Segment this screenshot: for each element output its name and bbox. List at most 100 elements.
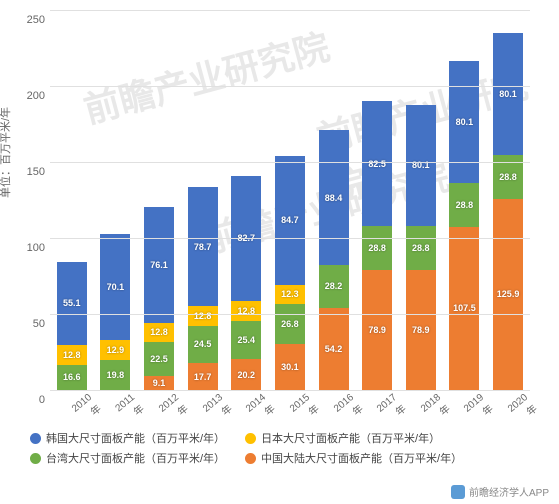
- x-tick: 2019年: [456, 392, 496, 431]
- bar-segment-taiwan: 28.8: [362, 226, 392, 270]
- bar-group: 20.225.412.882.7: [231, 176, 261, 390]
- segment-label: 28.2: [325, 281, 343, 291]
- bar-group: 16.6 12.8 55.1: [57, 262, 87, 390]
- bar-group: 9.1 22.5 12.8 76.1: [144, 207, 174, 390]
- bar-segment-china: 17.7: [188, 363, 218, 390]
- legend-label: 日本大尺寸面板产能（百万平米/年）: [261, 430, 440, 446]
- segment-label: 28.8: [456, 200, 474, 210]
- bar-segment-japan: 12.8: [188, 306, 218, 325]
- y-tick: 0: [39, 394, 45, 406]
- bar-group: 17.7 24.5 12.8 78.7: [188, 187, 218, 390]
- segment-label: 17.7: [194, 372, 212, 382]
- grid-line: [50, 162, 530, 163]
- footer-text: 前瞻经济学人APP: [469, 484, 549, 499]
- segment-label: 12.3: [281, 289, 299, 299]
- x-tick: 2017年: [369, 392, 409, 431]
- legend: 韩国大尺寸面板产能（百万平米/年） 日本大尺寸面板产能（百万平米/年） 台湾大尺寸面…: [30, 430, 530, 466]
- legend-dot-icon: [245, 453, 256, 464]
- segment-label: 12.8: [63, 350, 81, 360]
- grid-line: [50, 10, 530, 11]
- legend-item-taiwan: 台湾大尺寸面板产能（百万平米/年）: [30, 450, 225, 466]
- bar-segment-china: 125.9: [493, 199, 523, 390]
- legend-label: 韩国大尺寸面板产能（百万平米/年）: [46, 430, 225, 446]
- y-tick: 50: [33, 318, 45, 330]
- segment-label: 28.8: [368, 243, 386, 253]
- app-icon: [451, 485, 465, 499]
- bar-segment-korea: 80.1: [406, 105, 436, 227]
- bar-group: 107.5 28.8 80.1: [449, 61, 479, 390]
- legend-item-japan: 日本大尺寸面板产能（百万平米/年）: [245, 430, 440, 446]
- bar-segment-taiwan: 28.2: [319, 265, 349, 308]
- x-axis: 2010年2011年2012年2013年2014年2015年2016年2017年…: [50, 392, 530, 418]
- segment-label: 54.2: [325, 344, 343, 354]
- legend-label: 台湾大尺寸面板产能（百万平米/年）: [46, 450, 225, 466]
- x-tick: 2011年: [107, 392, 147, 431]
- bar-segment-china: 107.5: [449, 227, 479, 390]
- bar-group: 54.2 28.2 88.4: [319, 130, 349, 390]
- bar-segment-taiwan: 28.8: [406, 226, 436, 270]
- bar-segment-korea: 76.1: [144, 207, 174, 323]
- bar-group: 78.9 28.8 82.5: [362, 101, 392, 390]
- x-tick: 2014年: [238, 392, 278, 431]
- y-axis-label: 单位：百万平米/年: [0, 107, 13, 198]
- grid-line: [50, 314, 530, 315]
- bar-segment-korea: 84.7: [275, 156, 305, 285]
- segment-label: 82.5: [368, 159, 386, 169]
- y-tick: 200: [27, 90, 45, 102]
- grid-line: [50, 86, 530, 87]
- legend-item-china: 中国大陆大尺寸面板产能（百万平米/年）: [245, 450, 462, 466]
- segment-label: 30.1: [281, 362, 299, 372]
- segment-label: 16.6: [63, 372, 81, 382]
- segment-label: 55.1: [63, 298, 81, 308]
- bar-segment-korea: 80.1: [449, 61, 479, 183]
- bar-segment-korea: 88.4: [319, 130, 349, 264]
- segment-label: 12.8: [194, 311, 212, 321]
- segment-label: 20.2: [238, 370, 256, 380]
- segment-label: 125.9: [497, 289, 520, 299]
- segment-label: 22.5: [150, 354, 168, 364]
- segment-label: 78.9: [368, 325, 386, 335]
- segment-label: 28.8: [499, 172, 517, 182]
- legend-dot-icon: [30, 453, 41, 464]
- bar-segment-japan: 12.3: [275, 285, 305, 304]
- bar-segment-taiwan: 24.5: [188, 326, 218, 363]
- segment-label: 80.1: [499, 89, 517, 99]
- legend-label: 中国大陆大尺寸面板产能（百万平米/年）: [261, 450, 462, 466]
- x-tick: 2013年: [195, 392, 235, 431]
- segment-label: 25.4: [238, 335, 256, 345]
- bar-segment-japan: 12.8: [144, 323, 174, 342]
- bar-segment-taiwan: 19.8: [100, 360, 130, 390]
- bar-segment-japan: 12.8: [231, 301, 261, 320]
- y-axis: 单位：百万平米/年 050100150200250: [0, 10, 50, 390]
- bar-segment-taiwan: 28.8: [449, 183, 479, 227]
- bar-segment-taiwan: 22.5: [144, 342, 174, 376]
- y-tick: 150: [27, 166, 45, 178]
- bar-segment-japan: 12.9: [100, 340, 130, 360]
- segment-label: 12.8: [150, 327, 168, 337]
- y-tick: 100: [27, 242, 45, 254]
- bar-group: 78.9 28.880.1: [406, 105, 436, 390]
- segment-label: 107.5: [453, 303, 476, 313]
- bars-container: 16.612.855.119.812.970.19.122.512.876.11…: [50, 10, 530, 390]
- bar-segment-korea: 82.5: [362, 101, 392, 226]
- segment-label: 9.1: [153, 378, 166, 388]
- bar-segment-china: 78.9: [362, 270, 392, 390]
- bar-segment-taiwan: 25.4: [231, 321, 261, 360]
- grid-line: [50, 238, 530, 239]
- grid-line: [50, 390, 530, 391]
- x-tick: 2020年: [500, 392, 540, 431]
- legend-dot-icon: [30, 433, 41, 444]
- segment-label: 19.8: [107, 370, 125, 380]
- bar-segment-china: 54.2: [319, 308, 349, 390]
- bar-segment-korea: 55.1: [57, 262, 87, 346]
- x-tick: 2015年: [282, 392, 322, 431]
- y-tick: 250: [27, 14, 45, 26]
- x-tick: 2010年: [64, 392, 104, 431]
- segment-label: 88.4: [325, 193, 343, 203]
- segment-label: 76.1: [150, 260, 168, 270]
- bar-group: 30.1 26.8 12.3 84.7: [275, 156, 305, 390]
- bar-segment-korea: 78.7: [188, 187, 218, 307]
- segment-label: 24.5: [194, 339, 212, 349]
- segment-label: 78.9: [412, 325, 430, 335]
- bar-segment-taiwan: 26.8: [275, 304, 305, 345]
